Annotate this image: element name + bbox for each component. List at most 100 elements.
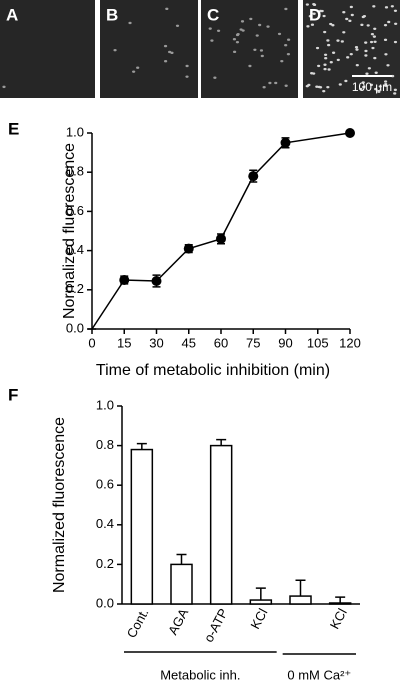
cell	[387, 20, 391, 24]
cell	[266, 25, 270, 28]
panel-label: D	[309, 5, 321, 24]
error-bar	[335, 596, 346, 604]
cell	[164, 60, 168, 63]
cell	[232, 50, 237, 54]
cell	[394, 22, 398, 26]
y-tick-label: 0.2	[66, 281, 84, 296]
cell	[373, 56, 377, 60]
y-tick-label: 0.2	[96, 556, 114, 571]
data-point	[119, 275, 130, 285]
y-tick-label: 1.0	[96, 397, 114, 412]
x-tick-label: KCl	[327, 606, 350, 632]
cell	[322, 89, 326, 93]
cell	[308, 15, 312, 18]
x-tick-label: o-ATP	[201, 606, 231, 645]
cell	[235, 40, 240, 44]
cell	[393, 40, 398, 44]
cell	[374, 87, 378, 91]
cell	[393, 88, 397, 92]
cell	[307, 83, 311, 87]
cell	[315, 85, 319, 88]
error-bar	[295, 579, 306, 597]
cell	[232, 38, 237, 41]
cell	[274, 81, 278, 85]
error-bar	[136, 442, 147, 450]
bar	[170, 563, 193, 605]
cell	[390, 5, 394, 8]
cell	[360, 23, 364, 27]
cell	[210, 39, 214, 42]
cell	[355, 63, 359, 67]
cell	[322, 14, 326, 18]
cell	[369, 40, 374, 44]
cell	[317, 64, 321, 68]
cell	[373, 27, 377, 30]
data-point	[183, 243, 194, 254]
cell	[386, 64, 390, 67]
y-tick-label: 0.0	[96, 595, 114, 610]
scale-bar-label: 100 μm	[352, 80, 392, 94]
cell	[240, 20, 245, 23]
cell	[280, 59, 284, 63]
cell	[348, 19, 352, 23]
micrograph	[0, 0, 95, 98]
cell	[284, 44, 288, 47]
cell	[170, 51, 174, 55]
cell	[361, 81, 365, 84]
cell	[370, 32, 375, 36]
y-tick-label: 0.4	[96, 516, 114, 531]
panel-label: C	[207, 5, 219, 24]
cell	[340, 40, 344, 43]
bar	[289, 595, 312, 605]
data-point	[216, 233, 226, 244]
cell	[239, 28, 243, 31]
cell	[355, 48, 359, 51]
cell	[354, 46, 359, 49]
x-tick-label: 60	[214, 335, 228, 350]
cell	[323, 53, 328, 56]
data-point	[280, 137, 291, 148]
cell	[310, 23, 315, 26]
cell	[323, 30, 327, 34]
cell	[323, 63, 327, 66]
cell	[175, 24, 180, 27]
x-tick-label: 30	[149, 335, 163, 350]
cell	[393, 92, 397, 95]
error-bar	[216, 438, 227, 446]
micrograph	[303, 0, 400, 98]
x-tick-label: 105	[307, 335, 329, 350]
y-tick-label: 0.6	[96, 477, 114, 492]
error-bar	[176, 553, 187, 565]
cell	[128, 21, 132, 25]
cell	[364, 54, 368, 57]
panel-label: A	[6, 5, 18, 24]
cell	[346, 56, 350, 59]
cell	[327, 68, 331, 71]
cell	[185, 64, 189, 68]
bar	[249, 599, 273, 605]
bar	[328, 602, 352, 605]
x-tick-label: 45	[182, 335, 196, 350]
cell	[235, 33, 240, 37]
x-tick-label: 0	[88, 335, 95, 350]
cell	[383, 23, 388, 27]
cell	[326, 85, 330, 89]
y-tick-label: 0.8	[66, 164, 84, 179]
x-tick-label: AGA	[165, 606, 191, 638]
cell	[345, 17, 349, 21]
cell	[324, 57, 328, 60]
x-tick-label: 75	[246, 335, 260, 350]
cell	[312, 72, 316, 75]
cell	[369, 83, 374, 87]
cell	[344, 79, 348, 83]
panel-label: B	[106, 5, 118, 24]
cell	[258, 23, 262, 27]
y-tick-label: 0.0	[66, 320, 84, 335]
cell	[336, 58, 340, 62]
cell	[393, 9, 398, 12]
x-tick-label: Cont.	[124, 606, 152, 640]
cell	[342, 31, 346, 34]
cell	[132, 70, 136, 73]
cell	[163, 44, 168, 48]
